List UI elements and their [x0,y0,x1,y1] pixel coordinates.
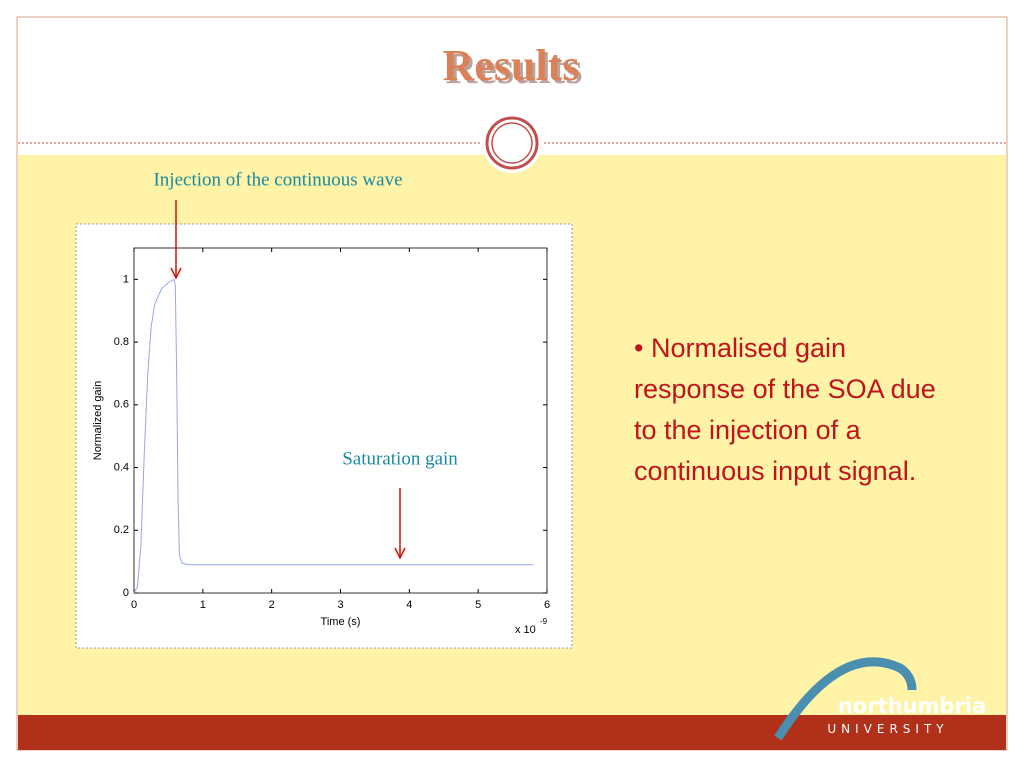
arrows [170,200,406,560]
arrowhead [394,547,406,560]
title-shadow: Results [446,44,583,93]
x-tick-label: 3 [337,599,343,611]
logo-subtitle: UNIVERSITY [827,722,948,736]
y-tick-label: 1 [123,273,129,285]
x-tick-label: 0 [131,599,137,611]
bullet-text: • Normalised gain response of the SOA du… [634,333,936,486]
ornament [491,122,533,164]
x-tick-label: 6 [544,599,550,611]
line [133,278,534,594]
chart: 0 0.2 0.4 0.6 0.8 1 0 1 2 3 4 5 6 Time (s) Normalized … [92,247,550,636]
y-tick-label: 0.8 [114,336,129,348]
y-tick-label: 0 [123,587,129,599]
title: Results [443,41,580,90]
x-tick-label: 2 [269,599,275,611]
y-tick-label: 0.6 [114,399,129,411]
y-axis-label: Normalized gain [92,381,104,460]
logo-name: northumbria [838,694,986,718]
footer-bar [18,715,1006,750]
x-tick-label: 1 [200,599,206,611]
x-axis-label: Time (s) [321,616,361,628]
arrowhead [170,267,182,280]
annotation: Injection of the continuous wave [153,169,402,190]
y-tick-label: 0.2 [114,524,129,536]
x-tick-label: 4 [406,599,412,611]
logo-arc [774,657,917,741]
x-exponent: -9 [540,617,548,626]
x-tick-label: 5 [475,599,481,611]
chart-frame [75,223,573,649]
annotation: Saturation gain [342,448,458,469]
y-tick-label: 0.4 [114,461,129,473]
x-multiplier: x 10 [515,624,536,636]
